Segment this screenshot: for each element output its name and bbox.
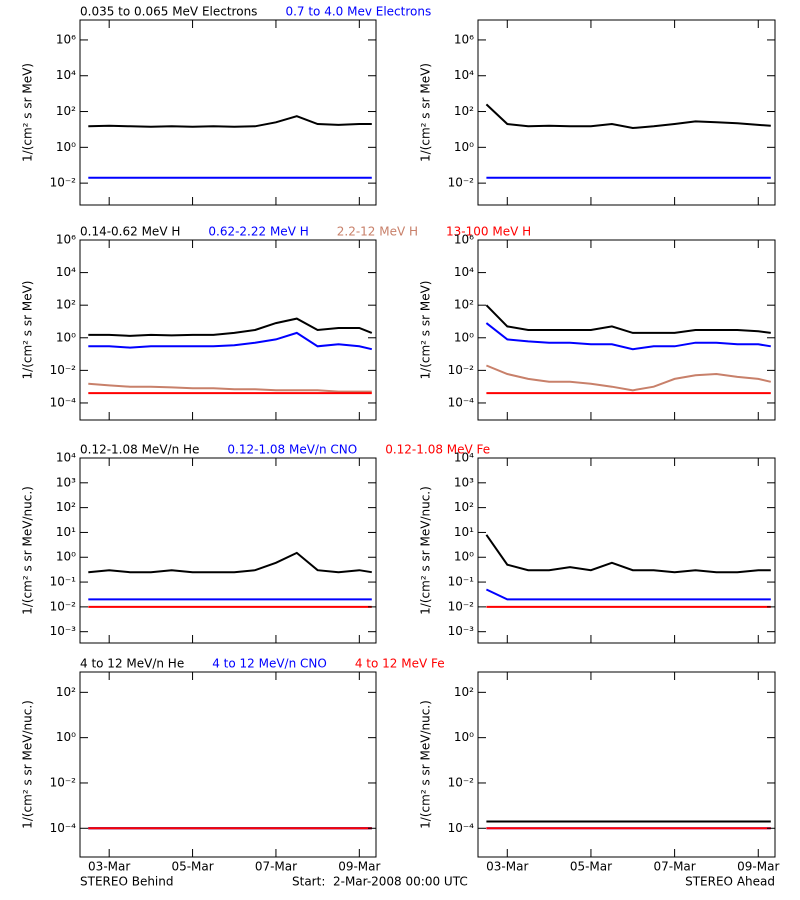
- y-tick-label: 10²: [454, 298, 474, 312]
- y-tick-label: 10⁴: [454, 265, 474, 279]
- y-tick-label: 10⁻¹: [50, 575, 77, 589]
- y-axis-label: 1/(cm² s sr MeV/nuc.): [21, 486, 35, 615]
- legend-entry: 2.2-12 MeV H: [337, 225, 418, 239]
- y-tick-label: 10¹: [454, 525, 474, 539]
- y-axis-label: 1/(cm² s sr MeV): [21, 63, 35, 162]
- y-tick-label: 10⁻⁴: [50, 821, 77, 835]
- y-tick-label: 10⁶: [454, 233, 474, 247]
- legend-entry: 0.62-2.22 MeV H: [208, 225, 308, 239]
- y-tick-label: 10²: [56, 685, 76, 699]
- footer-left: STEREO Behind: [80, 875, 174, 889]
- y-tick-label: 10⁻²: [448, 775, 475, 789]
- plot-frame: [477, 457, 776, 644]
- series-line: [486, 364, 772, 392]
- y-tick-label: 10¹: [56, 525, 76, 539]
- legend-entry: 0.12-1.08 MeV/n He: [80, 443, 199, 457]
- legend-entry: 0.12-1.08 MeV/n CNO: [227, 443, 357, 457]
- y-tick-label: 10⁻²: [50, 176, 77, 190]
- y-tick-label: 10⁶: [56, 32, 76, 46]
- legend-entry: 0.035 to 0.065 MeV Electrons: [80, 5, 257, 19]
- y-axis-label: 1/(cm² s sr MeV): [419, 63, 433, 162]
- y-tick-label: 10⁰: [56, 730, 76, 744]
- y-tick-label: 10⁴: [56, 265, 76, 279]
- series-line: [88, 551, 372, 574]
- y-tick-label: 10³: [56, 475, 76, 489]
- y-tick-label: 10⁴: [454, 451, 474, 465]
- y-tick-label: 10⁻⁴: [448, 821, 475, 835]
- x-tick-label: 05-Mar: [171, 860, 213, 874]
- y-tick-label: 10⁰: [454, 330, 474, 344]
- legend-entry: 4 to 12 MeV Fe: [355, 657, 445, 671]
- series-line: [88, 331, 373, 351]
- plot-frame: [79, 457, 377, 644]
- y-tick-label: 10⁴: [454, 68, 474, 82]
- y-axis-label: 1/(cm² s sr MeV/nuc.): [419, 486, 433, 615]
- y-tick-label: 10⁻²: [50, 363, 77, 377]
- x-tick-label: 07-Mar: [653, 860, 695, 874]
- y-tick-label: 10⁴: [56, 451, 76, 465]
- y-tick-label: 10⁴: [56, 68, 76, 82]
- y-tick-label: 10⁰: [56, 550, 76, 564]
- y-tick-label: 10⁻³: [50, 624, 77, 638]
- legend-entry: 13-100 MeV H: [446, 225, 531, 239]
- y-tick-label: 10⁶: [56, 233, 76, 247]
- plot-frame: [79, 239, 377, 421]
- y-axis-label: 1/(cm² s sr MeV): [21, 281, 35, 380]
- series-line: [485, 304, 771, 334]
- y-tick-label: 10⁰: [454, 140, 474, 154]
- series-line: [485, 103, 771, 130]
- x-tick-label: 09-Mar: [737, 860, 779, 874]
- plot-frame: [477, 19, 776, 206]
- y-tick-label: 10⁻⁴: [50, 395, 77, 409]
- y-tick-label: 10⁻²: [448, 363, 475, 377]
- x-tick-label: 03-Mar: [88, 860, 130, 874]
- series-line: [485, 322, 771, 351]
- y-tick-label: 10⁰: [454, 550, 474, 564]
- y-axis-label: 1/(cm² s sr MeV/nuc.): [21, 700, 35, 829]
- y-tick-label: 10⁻²: [448, 599, 475, 613]
- y-axis-label: 1/(cm² s sr MeV): [419, 281, 433, 380]
- footer-center: Start: 2-Mar-2008 00:00 UTC: [292, 875, 468, 889]
- legend-entry: 0.7 to 4.0 Mev Electrons: [285, 5, 431, 19]
- legend-entry: 4 to 12 MeV/n CNO: [212, 657, 327, 671]
- y-tick-label: 10²: [454, 500, 474, 514]
- x-tick-label: 07-Mar: [255, 860, 297, 874]
- y-tick-label: 10³: [454, 475, 474, 489]
- legend-entry: 0.12-1.08 MeV Fe: [385, 443, 490, 457]
- y-tick-label: 10⁻²: [50, 775, 77, 789]
- series-line: [485, 534, 771, 574]
- series-line: [88, 382, 372, 393]
- x-tick-label: 03-Mar: [486, 860, 528, 874]
- x-tick-label: 05-Mar: [570, 860, 612, 874]
- y-tick-label: 10⁻³: [448, 624, 475, 638]
- y-tick-label: 10⁻²: [448, 176, 475, 190]
- series-line: [88, 317, 373, 337]
- y-tick-label: 10⁰: [454, 730, 474, 744]
- plot-frame: [79, 671, 377, 858]
- series-line: [485, 588, 771, 601]
- y-tick-label: 10⁻²: [50, 599, 77, 613]
- legend-entry: 4 to 12 MeV/n He: [80, 657, 184, 671]
- y-tick-label: 10²: [56, 298, 76, 312]
- series-line: [88, 115, 372, 128]
- x-tick-label: 09-Mar: [338, 860, 380, 874]
- y-tick-label: 10⁻⁴: [448, 395, 475, 409]
- y-tick-label: 10⁻¹: [448, 575, 475, 589]
- y-axis-label: 1/(cm² s sr MeV/nuc.): [419, 700, 433, 829]
- plot-frame: [477, 671, 776, 858]
- y-tick-label: 10²: [56, 104, 76, 118]
- y-tick-label: 10⁶: [454, 32, 474, 46]
- footer-right: STEREO Ahead: [685, 875, 775, 889]
- plot-frame: [477, 239, 776, 421]
- y-tick-label: 10⁰: [56, 140, 76, 154]
- plot-frame: [79, 19, 377, 206]
- y-tick-label: 10²: [56, 500, 76, 514]
- y-tick-label: 10⁰: [56, 330, 76, 344]
- legend-entry: 0.14-0.62 MeV H: [80, 225, 180, 239]
- y-tick-label: 10²: [454, 685, 474, 699]
- y-tick-label: 10²: [454, 104, 474, 118]
